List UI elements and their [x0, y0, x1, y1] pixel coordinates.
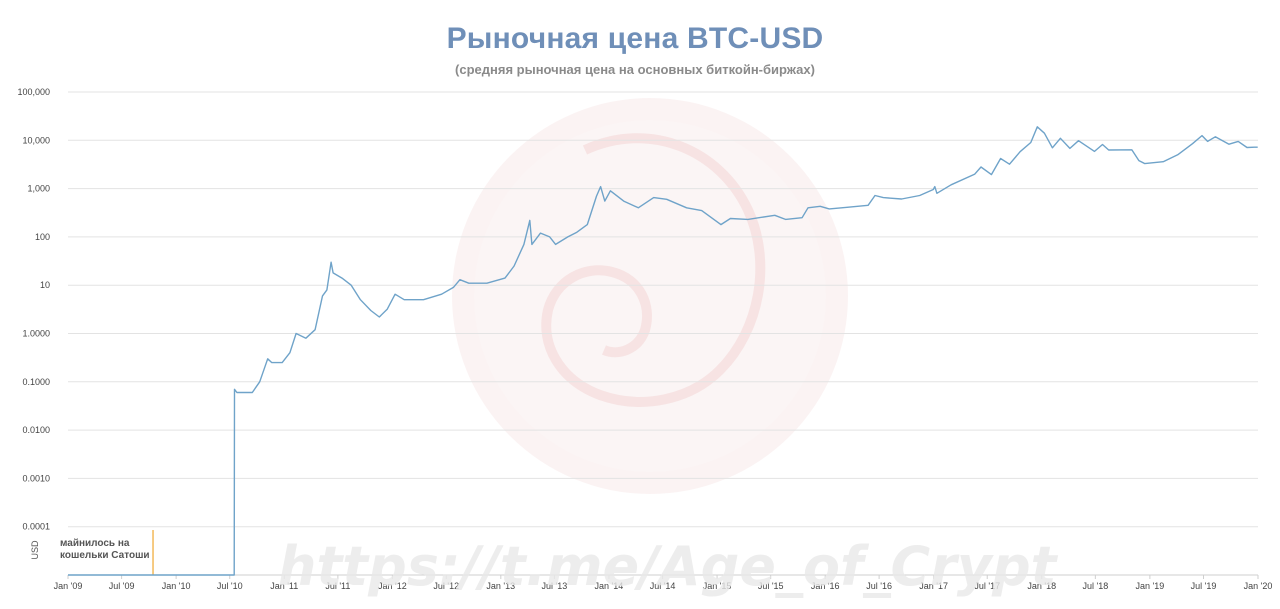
y-axis: 100,000 10,000 1,000 100 10 1.0000 0.1000 0.010…	[17, 87, 50, 532]
x-tick-label: Jul '11	[325, 581, 350, 591]
y-tick-label: 100,000	[17, 87, 50, 97]
y-tick-label: 0.0100	[22, 425, 50, 435]
x-tick-label: Jan '10	[162, 581, 191, 591]
x-tick-label: Jul '18	[1082, 581, 1108, 591]
x-tick-label: Jul '14	[650, 581, 676, 591]
annotation-text-line-2: кошельки Сатоши	[60, 550, 150, 561]
x-tick-label: Jan '17	[919, 581, 948, 591]
x-tick-label: Jan '15	[703, 581, 732, 591]
x-tick-label: Jan '13	[486, 581, 515, 591]
x-tick-label: Jan '12	[378, 581, 407, 591]
y-axis-label: USD	[30, 540, 40, 560]
y-tick-label: 10,000	[22, 135, 50, 145]
x-tick-label: Jul '19	[1191, 581, 1217, 591]
y-tick-label: 0.1000	[22, 377, 50, 387]
y-tick-label: 10	[40, 280, 50, 290]
annotation-text-line-1: майнилось на	[60, 538, 130, 549]
x-tick-label: Jul '17	[974, 581, 1000, 591]
watermark-text: https://t.me/Age_of_Crypt	[278, 535, 1059, 598]
x-tick-label: Jan '11	[270, 581, 298, 591]
chart-title: Рыночная цена BTC-USD	[446, 22, 824, 55]
x-tick-label: Jul '16	[866, 581, 892, 591]
x-tick-label: Jan '09	[54, 581, 83, 591]
x-tick-label: Jan '19	[1135, 581, 1164, 591]
x-tick-label: Jan '20	[1244, 581, 1273, 591]
y-tick-label: 0.0001	[22, 522, 50, 532]
y-tick-label: 100	[35, 232, 50, 242]
x-axis: Jan '09 Jul '09 Jan '10 Jul '10 Jan '11 Jul '…	[54, 575, 1273, 591]
chart-subtitle: (средняя рыночная цена на основных битко…	[455, 62, 815, 77]
x-tick-label: Jul '10	[217, 581, 243, 591]
y-tick-label: 0.0010	[22, 473, 50, 483]
price-series-line	[68, 126, 1258, 576]
x-tick-label: Jul '15	[758, 581, 784, 591]
grid	[68, 91, 1258, 576]
x-tick-label: Jul '09	[109, 581, 135, 591]
watermark-logo	[452, 98, 848, 494]
annotation: майнилось на кошельки Сатоши	[60, 530, 154, 575]
x-tick-label: Jul '13	[542, 581, 568, 591]
x-tick-label: Jul '12	[433, 581, 459, 591]
x-tick-label: Jan '18	[1027, 581, 1056, 591]
y-tick-label: 1,000	[27, 184, 50, 194]
x-tick-label: Jan '14	[595, 581, 624, 591]
y-tick-label: 1.0000	[22, 329, 50, 339]
x-tick-label: Jan '16	[811, 581, 840, 591]
